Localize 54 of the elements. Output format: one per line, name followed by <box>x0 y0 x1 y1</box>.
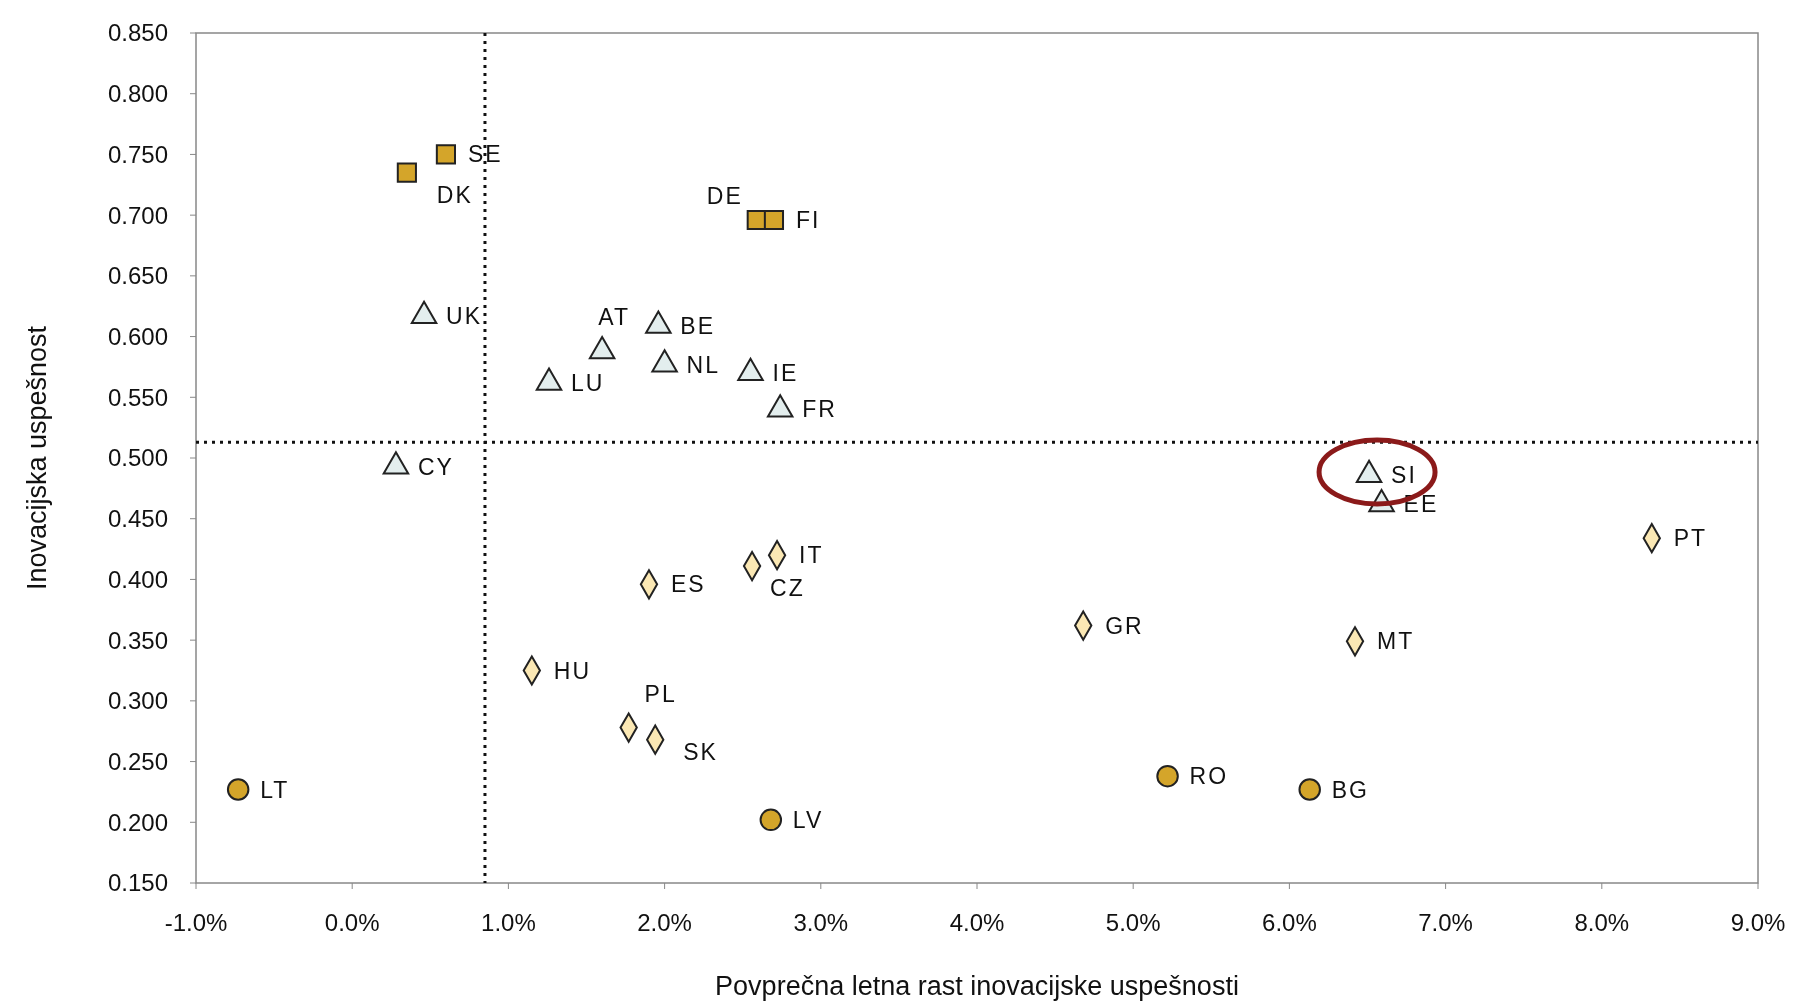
annotation: IT <box>799 542 824 569</box>
y-tick-label: 0.650 <box>107 262 168 290</box>
annotation: BG <box>1331 776 1369 803</box>
x-tick-label: 2.0% <box>637 909 692 936</box>
y-tick-label: 0.300 <box>107 687 168 715</box>
annotation: PT <box>1673 525 1708 552</box>
y-tick-label: 0.700 <box>107 201 168 229</box>
annotation: ES <box>670 571 706 598</box>
y-axis-title: Inovacijska uspešnost <box>22 325 52 591</box>
y-tick-label: 0.750 <box>107 140 168 168</box>
x-tick-label: 7.0% <box>1418 909 1473 936</box>
y-tick-label: 0.450 <box>107 505 168 533</box>
x-tick-label: -1.0% <box>164 909 228 936</box>
annotation: UK <box>446 302 483 329</box>
annotation: CY <box>417 453 454 480</box>
x-tick-label: 0.0% <box>324 909 380 936</box>
annotation: NL <box>686 351 721 378</box>
y-tick-label: 0.850 <box>107 19 168 47</box>
x-tick-label: 1.0% <box>481 909 536 936</box>
annotation: IE <box>772 360 799 386</box>
annotation: FI <box>795 207 821 233</box>
annotation: BE <box>680 312 716 339</box>
x-tick-label: 4.0% <box>949 909 1005 936</box>
annotation: PL <box>644 680 677 707</box>
y-tick-label: 0.800 <box>107 80 168 108</box>
x-tick-label: 9.0% <box>1730 909 1786 936</box>
x-tick-label: 3.0% <box>793 909 849 936</box>
annotation: LT <box>260 776 290 803</box>
y-tick-label: 0.400 <box>107 565 168 593</box>
annotation: SE <box>467 141 503 168</box>
annotation: LV <box>792 806 824 833</box>
annotation: HU <box>553 657 592 684</box>
y-tick-label: 0.200 <box>107 808 168 836</box>
x-tick-label: 5.0% <box>1105 909 1161 936</box>
annotation: DK <box>436 181 473 208</box>
y-tick-label: 0.550 <box>107 383 168 411</box>
annotation: CZ <box>770 575 805 602</box>
annotation: AT <box>598 304 630 331</box>
y-tick-label: 0.250 <box>107 747 168 775</box>
annotation: SI <box>1391 462 1417 488</box>
annotation: MT <box>1377 628 1415 655</box>
annotation: LU <box>571 369 605 396</box>
y-tick-label: 0.600 <box>107 322 168 350</box>
y-tick-label: 0.150 <box>107 869 168 897</box>
annotation: DE <box>706 183 743 209</box>
annotation: SK <box>683 738 718 765</box>
y-tick-label: 0.500 <box>107 444 168 472</box>
annotation: RO <box>1189 763 1229 790</box>
x-tick-label: 6.0% <box>1262 909 1317 936</box>
annotation: FR <box>802 396 837 423</box>
y-tick-label: 0.350 <box>107 626 168 654</box>
x-axis-title: Povprečna letna rast inovacijske uspešnosti <box>715 971 1239 1001</box>
annotation: GR <box>1105 612 1144 639</box>
x-tick-label: 8.0% <box>1574 909 1630 936</box>
